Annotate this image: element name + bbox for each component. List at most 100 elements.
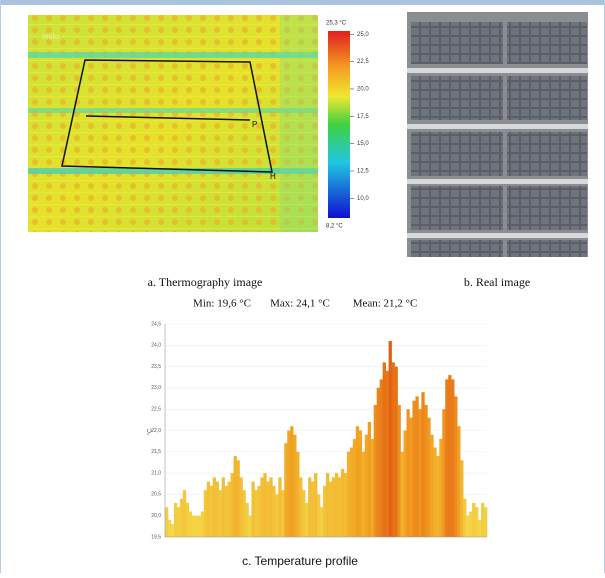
bar <box>448 375 452 537</box>
colorbar-tick-label: 25,0 <box>357 32 369 38</box>
bar <box>227 481 231 537</box>
bar <box>200 511 205 537</box>
bar <box>179 498 184 537</box>
bar <box>293 434 297 537</box>
bar <box>320 507 324 537</box>
bar <box>457 426 461 537</box>
bar <box>370 439 375 537</box>
bar <box>170 524 175 537</box>
bar <box>481 502 485 537</box>
bar <box>242 490 246 537</box>
bar <box>409 417 413 537</box>
bar <box>475 507 479 537</box>
colorbar-tick-label: 17,5 <box>357 114 369 120</box>
thermography-image: P H testo <box>28 15 318 232</box>
colorbar-scale <box>328 31 350 218</box>
bar <box>302 490 306 537</box>
bar <box>385 370 389 537</box>
y-tick-label: 24,5 <box>151 321 161 327</box>
bar <box>433 447 437 537</box>
bar <box>391 362 395 537</box>
bar <box>230 473 234 537</box>
bar <box>323 485 327 537</box>
bar <box>176 507 181 537</box>
bar <box>394 366 398 537</box>
y-axis-label: °C <box>148 428 154 435</box>
bar <box>311 481 315 537</box>
bar <box>442 409 446 537</box>
colorbar-tick-label: 22,5 <box>357 59 369 65</box>
bar <box>191 515 196 537</box>
bar <box>460 460 464 537</box>
bar <box>415 396 419 537</box>
bar <box>406 409 410 537</box>
bar <box>218 490 222 537</box>
bar <box>382 362 386 537</box>
caption: a. Thermography image <box>148 275 263 289</box>
stat: Min: 19,6 °C <box>193 298 251 310</box>
bar <box>251 481 255 537</box>
bar <box>472 502 476 537</box>
bar <box>212 477 216 537</box>
bar <box>478 519 482 537</box>
bar <box>326 473 330 537</box>
colorbar-max-label: 25,3 °C <box>326 21 347 27</box>
bar <box>436 456 440 537</box>
bar <box>412 400 416 537</box>
bar <box>376 387 380 537</box>
bar <box>299 477 303 537</box>
y-tick-label: 19,5 <box>151 534 161 540</box>
bar <box>317 494 321 537</box>
real-image <box>407 12 588 257</box>
colorbar: 25,3 °C 8,2 °C 25,0 22,5 20,0 17,5 15,0 12,5 10,… <box>326 21 369 230</box>
bar <box>373 404 377 537</box>
stat: Max: 24,1 °C <box>270 298 330 310</box>
bar <box>346 451 351 537</box>
bar <box>314 473 318 537</box>
bar <box>340 468 345 537</box>
bar <box>430 434 434 537</box>
colorbar-tick-label: 10,0 <box>357 196 369 202</box>
bar <box>188 511 193 537</box>
y-tick-label: 21,0 <box>151 470 161 476</box>
top-bar <box>0 0 605 5</box>
bar <box>257 485 261 537</box>
bar <box>484 507 488 537</box>
bar <box>275 494 279 537</box>
bar <box>287 430 291 537</box>
bar <box>364 434 369 537</box>
bar <box>233 456 237 537</box>
bar <box>349 447 354 537</box>
bar <box>418 409 422 537</box>
bar <box>173 502 178 537</box>
bar <box>427 417 431 537</box>
bar <box>239 477 243 537</box>
bar <box>331 477 336 537</box>
bar <box>209 485 214 537</box>
y-tick-label: 23,5 <box>151 364 161 370</box>
bar <box>290 426 294 537</box>
bar <box>197 515 202 537</box>
bar <box>305 502 309 537</box>
bar <box>296 451 300 537</box>
bar <box>254 490 258 537</box>
bar <box>334 473 339 537</box>
bar <box>466 515 470 537</box>
bar <box>206 481 211 537</box>
bar <box>278 477 282 537</box>
caption: b. Real image <box>464 275 530 289</box>
bar <box>203 490 208 537</box>
bar <box>245 502 249 537</box>
bar <box>248 515 252 537</box>
marker-label: H <box>270 172 276 181</box>
y-tick-label: 23,0 <box>151 385 161 391</box>
bar <box>358 430 363 537</box>
bar <box>284 443 288 537</box>
bar <box>352 439 357 537</box>
bar <box>397 404 401 537</box>
bar <box>263 473 267 537</box>
bar <box>167 519 172 537</box>
bar <box>445 379 449 537</box>
bar <box>379 379 383 537</box>
